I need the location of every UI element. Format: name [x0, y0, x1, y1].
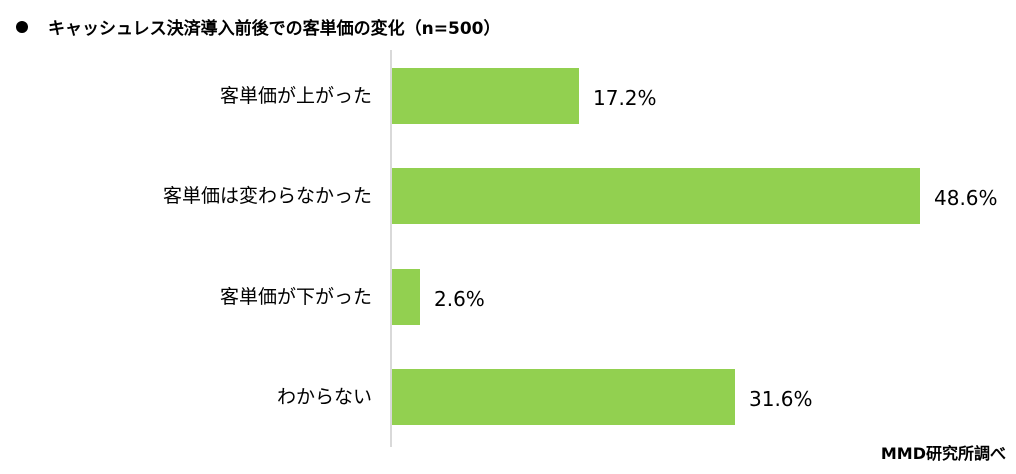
value-label: 17.2% [593, 86, 657, 110]
value-label: 31.6% [749, 387, 813, 411]
value-label: 2.6% [434, 287, 485, 311]
bar [392, 269, 420, 325]
bar [392, 369, 735, 425]
bar-row: 客単価が上がった 17.2% [0, 68, 1016, 124]
bar-row: わからない 31.6% [0, 369, 1016, 425]
bar [392, 68, 579, 124]
bar-row: 客単価が下がった 2.6% [0, 269, 1016, 325]
value-label: 48.6% [934, 186, 998, 210]
category-label: 客単価が上がった [219, 85, 372, 107]
category-label: 客単価は変わらなかった [162, 185, 372, 207]
bar-row: 客単価は変わらなかった 48.6% [0, 168, 1016, 224]
bar [392, 168, 920, 224]
chart-title-text: キャッシュレス決済導入前後での客単価の変化（n=500） [48, 19, 501, 39]
category-axis-line [390, 50, 392, 447]
category-label: わからない [276, 386, 372, 408]
source-note: MMD研究所調べ [880, 444, 1006, 463]
bullet-icon [16, 21, 28, 33]
chart-title: キャッシュレス決済導入前後での客単価の変化（n=500） [16, 14, 501, 39]
category-label: 客単価が下がった [219, 286, 372, 308]
